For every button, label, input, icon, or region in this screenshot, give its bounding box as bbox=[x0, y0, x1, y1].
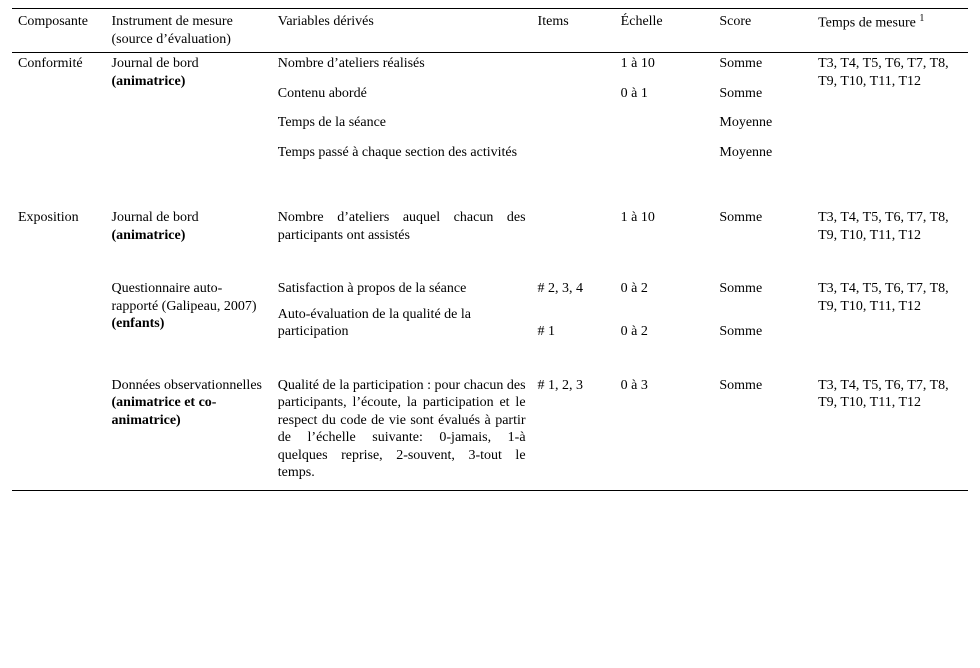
spacer-row bbox=[12, 163, 968, 207]
instrument-source: (animatrice) bbox=[112, 228, 186, 243]
table-row: Données observationnelles (animatrice et… bbox=[12, 375, 968, 491]
cell-echelle bbox=[615, 134, 714, 164]
instrument-source: (animatrice et co-animatrice) bbox=[112, 395, 217, 428]
cell-temps: T3, T4, T5, T6, T7, T8, T9, T10, T11, T1… bbox=[812, 53, 968, 164]
instrument-text: Journal de bord bbox=[112, 210, 199, 225]
col-header-temps: Temps de mesure 1 bbox=[812, 9, 968, 53]
instrument-source: (enfants) bbox=[112, 316, 165, 331]
cell-instrument: Journal de bord (animatrice) bbox=[106, 53, 272, 164]
cell-score: Moyenne bbox=[713, 134, 812, 164]
cell-instrument: Journal de bord (animatrice) bbox=[106, 207, 272, 246]
cell-variable: Temps de la séance bbox=[272, 104, 532, 134]
cell-variable: Qualité de la participation : pour chacu… bbox=[272, 375, 532, 491]
cell-composante: Conformité bbox=[12, 53, 106, 164]
col-header-items: Items bbox=[532, 9, 615, 53]
table-header-row: Composante Instrument de mesure (source … bbox=[12, 9, 968, 53]
cell-variable: Auto-évaluation de la qualité de la part… bbox=[272, 300, 532, 343]
col-header-temps-label: Temps de mesure bbox=[818, 16, 916, 31]
cell-temps: T3, T4, T5, T6, T7, T8, T9, T10, T11, T1… bbox=[812, 207, 968, 246]
cell-composante bbox=[12, 375, 106, 491]
cell-echelle: 0 à 2 bbox=[615, 278, 714, 300]
cell-instrument: Questionnaire auto-rapporté (Galipeau, 2… bbox=[106, 278, 272, 343]
cell-score: Somme bbox=[713, 75, 812, 105]
cell-variable: Temps passé à chaque section des activit… bbox=[272, 134, 532, 164]
cell-score: Somme bbox=[713, 375, 812, 491]
cell-items: # 1, 2, 3 bbox=[532, 375, 615, 491]
cell-composante bbox=[12, 278, 106, 300]
cell-instrument: Données observationnelles (animatrice et… bbox=[106, 375, 272, 491]
cell-composante bbox=[12, 300, 106, 343]
col-header-composante: Composante bbox=[12, 9, 106, 53]
cell-variable: Contenu abordé bbox=[272, 75, 532, 105]
instrument-text: Données observationnelles bbox=[112, 378, 262, 393]
cell-echelle: 1 à 10 bbox=[615, 207, 714, 246]
cell-items bbox=[532, 75, 615, 105]
cell-echelle: 0 à 2 bbox=[615, 300, 714, 343]
table-row: Conformité Journal de bord (animatrice) … bbox=[12, 53, 968, 75]
cell-items bbox=[532, 207, 615, 246]
instrument-text: Questionnaire auto-rapporté (Galipeau, 2… bbox=[112, 281, 257, 314]
cell-temps: T3, T4, T5, T6, T7, T8, T9, T10, T11, T1… bbox=[812, 375, 968, 491]
col-header-score: Score bbox=[713, 9, 812, 53]
cell-score: Somme bbox=[713, 207, 812, 246]
col-header-echelle: Échelle bbox=[615, 9, 714, 53]
page: Composante Instrument de mesure (source … bbox=[0, 0, 980, 499]
cell-echelle: 1 à 10 bbox=[615, 53, 714, 75]
cell-echelle: 0 à 3 bbox=[615, 375, 714, 491]
cell-items: # 2, 3, 4 bbox=[532, 278, 615, 300]
cell-items bbox=[532, 134, 615, 164]
cell-variable: Nombre d’ateliers auquel chacun des part… bbox=[272, 207, 532, 246]
cell-temps: T3, T4, T5, T6, T7, T8, T9, T10, T11, T1… bbox=[812, 278, 968, 343]
cell-variable: Nombre d’ateliers réalisés bbox=[272, 53, 532, 75]
cell-score: Moyenne bbox=[713, 104, 812, 134]
data-table: Composante Instrument de mesure (source … bbox=[12, 8, 968, 491]
cell-composante: Exposition bbox=[12, 207, 106, 246]
cell-echelle bbox=[615, 104, 714, 134]
spacer-row bbox=[12, 343, 968, 375]
cell-items bbox=[532, 104, 615, 134]
cell-variable: Satisfaction à propos de la séance bbox=[272, 278, 532, 300]
cell-items: # 1 bbox=[532, 300, 615, 343]
cell-score: Somme bbox=[713, 300, 812, 343]
cell-score: Somme bbox=[713, 278, 812, 300]
table-row: Questionnaire auto-rapporté (Galipeau, 2… bbox=[12, 278, 968, 300]
instrument-source: (animatrice) bbox=[112, 74, 186, 89]
table-header: Composante Instrument de mesure (source … bbox=[12, 9, 968, 53]
col-header-instrument: Instrument de mesure (source d’évaluatio… bbox=[106, 9, 272, 53]
cell-score: Somme bbox=[713, 53, 812, 75]
col-header-variables: Variables dérivés bbox=[272, 9, 532, 53]
cell-items bbox=[532, 53, 615, 75]
spacer-row bbox=[12, 246, 968, 278]
instrument-text: Journal de bord bbox=[112, 56, 199, 71]
cell-echelle: 0 à 1 bbox=[615, 75, 714, 105]
table-row: Exposition Journal de bord (animatrice) … bbox=[12, 207, 968, 246]
col-header-temps-sup: 1 bbox=[919, 13, 924, 24]
